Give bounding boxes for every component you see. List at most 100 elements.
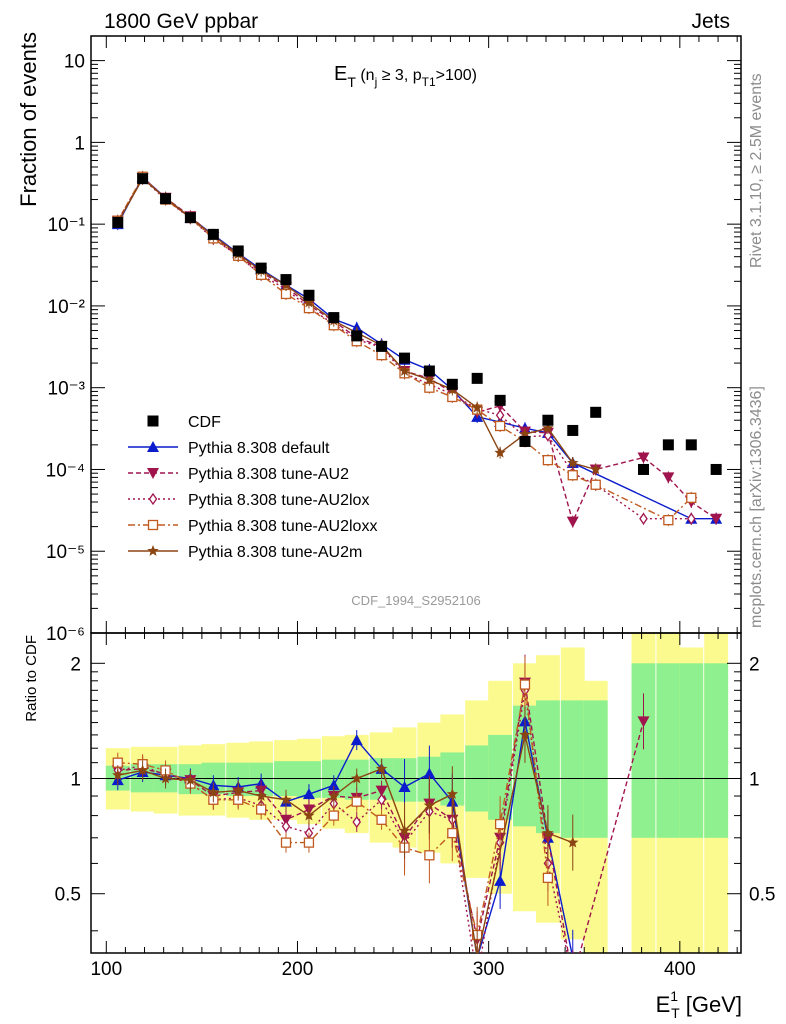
legend-label: Pythia 8.308 tune-AU2m — [188, 544, 362, 561]
series-marker-ratio — [280, 837, 292, 848]
rivet-label: Rivet 3.1.10, ≥ 2.5M events — [748, 73, 765, 268]
series-marker-ratio — [377, 793, 386, 806]
series-marker-ratio — [376, 814, 387, 825]
ratio-tick-label: 1 — [70, 770, 81, 791]
series-marker-top — [639, 512, 648, 525]
top-y-axis-title: Fraction of events — [16, 32, 41, 207]
series-marker-ratio — [328, 810, 339, 821]
x-axis-title: E1 T [GeV] — [656, 988, 742, 1021]
series-marker-ratio — [476, 951, 478, 953]
legend-marker — [148, 492, 158, 506]
series-marker-ratio — [112, 769, 124, 781]
band-inner — [560, 700, 585, 838]
data-point — [494, 394, 506, 406]
series-marker-top — [590, 463, 602, 475]
y-tick-label: 10⁻³ — [48, 379, 86, 400]
series-marker-ratio — [255, 790, 267, 801]
legend-marker — [147, 468, 159, 479]
series-marker-top — [710, 513, 723, 525]
band-inner — [296, 761, 321, 798]
ratio-tick-label-right: 2 — [749, 654, 760, 675]
series-marker-top — [494, 420, 506, 432]
data-point — [567, 424, 579, 436]
series-marker-ratio — [232, 784, 244, 796]
header-left: 1800 GeV ppbar — [104, 10, 258, 33]
bottom-panel-frame — [90, 632, 742, 954]
legend-label: Pythia 8.308 tune-AU2 — [188, 466, 349, 483]
band-inner — [513, 705, 537, 827]
band-inner — [488, 734, 513, 820]
y-tick-label: 10⁻⁵ — [46, 542, 85, 563]
top-panel-series — [111, 170, 723, 528]
series-marker-ratio — [567, 836, 579, 848]
series-marker-ratio — [303, 837, 315, 848]
legend-marker — [147, 519, 159, 531]
series-marker-top — [303, 296, 315, 308]
data-point — [710, 463, 722, 475]
ratio-tick-label-right: 0.5 — [749, 885, 775, 906]
data-point — [471, 372, 483, 384]
series-marker-ratio — [569, 974, 576, 984]
series-marker-top — [471, 401, 483, 413]
series-marker-top — [423, 373, 436, 385]
series-marker-ratio — [136, 764, 149, 776]
series-marker-top — [566, 516, 579, 528]
y-tick-label: 1 — [74, 133, 85, 154]
series-marker-ratio — [327, 779, 340, 791]
data-point — [542, 414, 554, 426]
series-marker-ratio — [637, 716, 650, 728]
series-marker-top — [494, 446, 506, 458]
series-marker-ratio — [542, 827, 554, 838]
data-point — [328, 312, 340, 324]
plot-title: ET (nj ≥ 3, pT1>100) — [334, 63, 477, 90]
series-marker-ratio — [542, 872, 554, 884]
band-inner — [679, 663, 704, 838]
x-tick-label: 200 — [282, 959, 314, 980]
band-inner — [656, 663, 681, 838]
series-marker-ratio — [351, 796, 362, 807]
legend-marker — [147, 441, 159, 452]
ratio-tick-label: 0.5 — [55, 885, 81, 906]
legend: CDF Pythia 8.308 default Pythia 8.308 tune… — [128, 414, 377, 561]
data-point — [351, 330, 363, 342]
bottom-panel-series — [111, 654, 650, 985]
data-point — [255, 262, 267, 274]
legend-label: CDF — [188, 414, 221, 431]
series-marker-top — [686, 492, 697, 503]
y-tick-label: 10⁻² — [48, 297, 86, 318]
legend-label: Pythia 8.308 tune-AU2loxx — [188, 518, 377, 535]
x-tick-label: 300 — [473, 959, 505, 980]
band-inner — [631, 663, 656, 838]
series-marker-top — [398, 365, 411, 376]
series-marker-ratio — [494, 874, 507, 886]
data-point — [303, 289, 315, 301]
y-tick-label: 10 — [64, 52, 85, 73]
data-point — [446, 378, 458, 390]
series-marker-ratio — [423, 767, 436, 779]
series-marker-top — [663, 514, 674, 526]
series-marker-top — [495, 409, 505, 422]
data-point — [376, 340, 388, 352]
x-tick-label: 100 — [90, 959, 122, 980]
series-marker-ratio — [519, 679, 531, 690]
series-marker-ratio — [184, 774, 197, 785]
x-tick-label: 400 — [664, 959, 696, 980]
series-marker-ratio — [398, 781, 411, 793]
band-inner — [704, 663, 729, 838]
data-point — [399, 352, 411, 364]
series-marker-top — [637, 452, 650, 464]
series-marker-ratio — [567, 974, 579, 985]
data-point — [519, 435, 531, 447]
series-marker-ratio — [350, 734, 363, 746]
legend-marker — [147, 545, 159, 556]
uncertainty-bands — [91, 633, 741, 953]
y-tick-label: 10⁻⁴ — [46, 460, 85, 481]
series-marker-top — [376, 350, 387, 361]
data-point — [207, 228, 219, 240]
bottom-y-axis-title: Ratio to CDF — [23, 635, 40, 722]
data-point — [638, 463, 649, 475]
data-point — [590, 406, 602, 418]
legend-marker — [147, 415, 159, 427]
series-marker-ratio — [352, 815, 362, 829]
